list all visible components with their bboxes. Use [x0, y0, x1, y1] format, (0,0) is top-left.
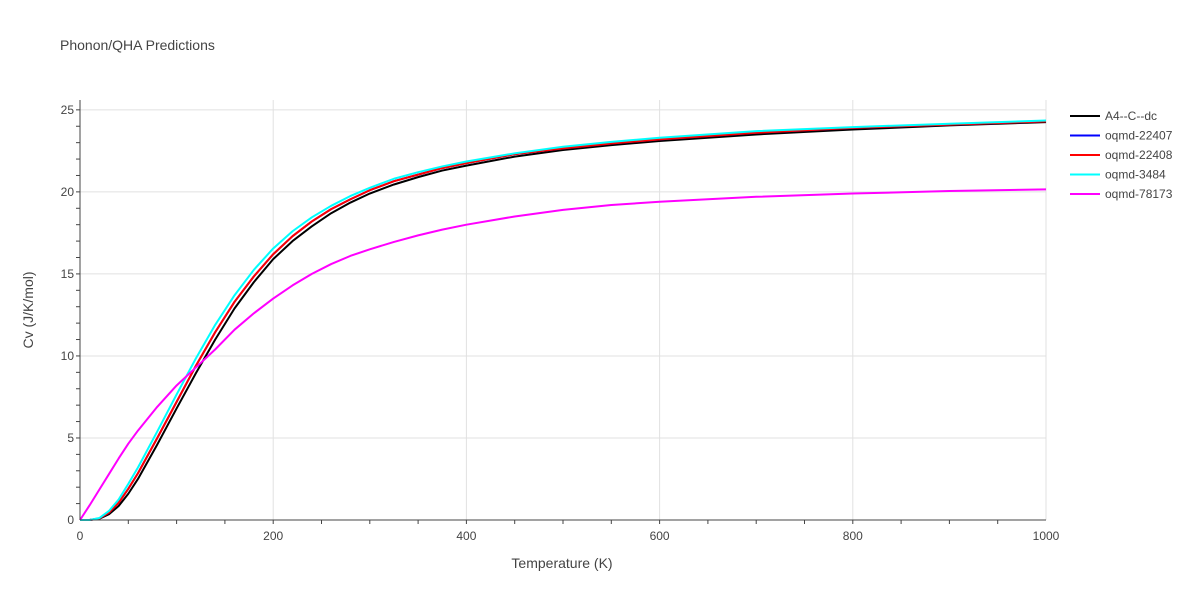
series-line-A4--C--dc	[80, 121, 1047, 521]
x-tick-label: 1000	[1033, 529, 1060, 543]
x-tick-label: 400	[456, 529, 476, 543]
legend[interactable]: A4--C--dc oqmd-22407 oqmd-22408 oqmd-3484 oq…	[1070, 109, 1173, 201]
series-line-oqmd-22408	[80, 120, 1047, 521]
legend-item[interactable]: A4--C--dc	[1070, 109, 1157, 123]
y-tick-label: 20	[61, 185, 75, 199]
x-tick-label: 0	[77, 529, 84, 543]
axes: 0 200 400 600 800 1000 0 5 10 15 20 25	[61, 100, 1060, 543]
chart-title: Phonon/QHA Predictions	[60, 37, 215, 53]
legend-item[interactable]: oqmd-22407	[1070, 129, 1173, 143]
x-tick-label: 800	[843, 529, 863, 543]
legend-label: A4--C--dc	[1105, 109, 1157, 123]
legend-label: oqmd-22408	[1105, 148, 1173, 162]
y-axis-label: Cv (J/K/mol)	[20, 272, 36, 349]
x-tick-label: 200	[263, 529, 283, 543]
x-tick-label: 600	[650, 529, 670, 543]
legend-item[interactable]: oqmd-3484	[1070, 168, 1166, 182]
x-axis-label: Temperature (K)	[511, 555, 612, 571]
series-line-oqmd-78173	[79, 188, 1047, 521]
series-line-oqmd-22407	[80, 120, 1047, 521]
legend-item[interactable]: oqmd-78173	[1070, 187, 1173, 201]
legend-label: oqmd-22407	[1105, 129, 1173, 143]
legend-item[interactable]: oqmd-22408	[1070, 148, 1173, 162]
legend-label: oqmd-3484	[1105, 168, 1166, 182]
series-lines	[79, 119, 1047, 521]
y-tick-label: 10	[61, 349, 75, 363]
y-tick-label: 5	[67, 431, 74, 445]
y-tick-label: 0	[67, 513, 74, 527]
series-line-oqmd-3484	[80, 119, 1047, 521]
legend-label: oqmd-78173	[1105, 187, 1173, 201]
y-tick-label: 15	[61, 267, 75, 281]
y-tick-label: 25	[61, 103, 75, 117]
